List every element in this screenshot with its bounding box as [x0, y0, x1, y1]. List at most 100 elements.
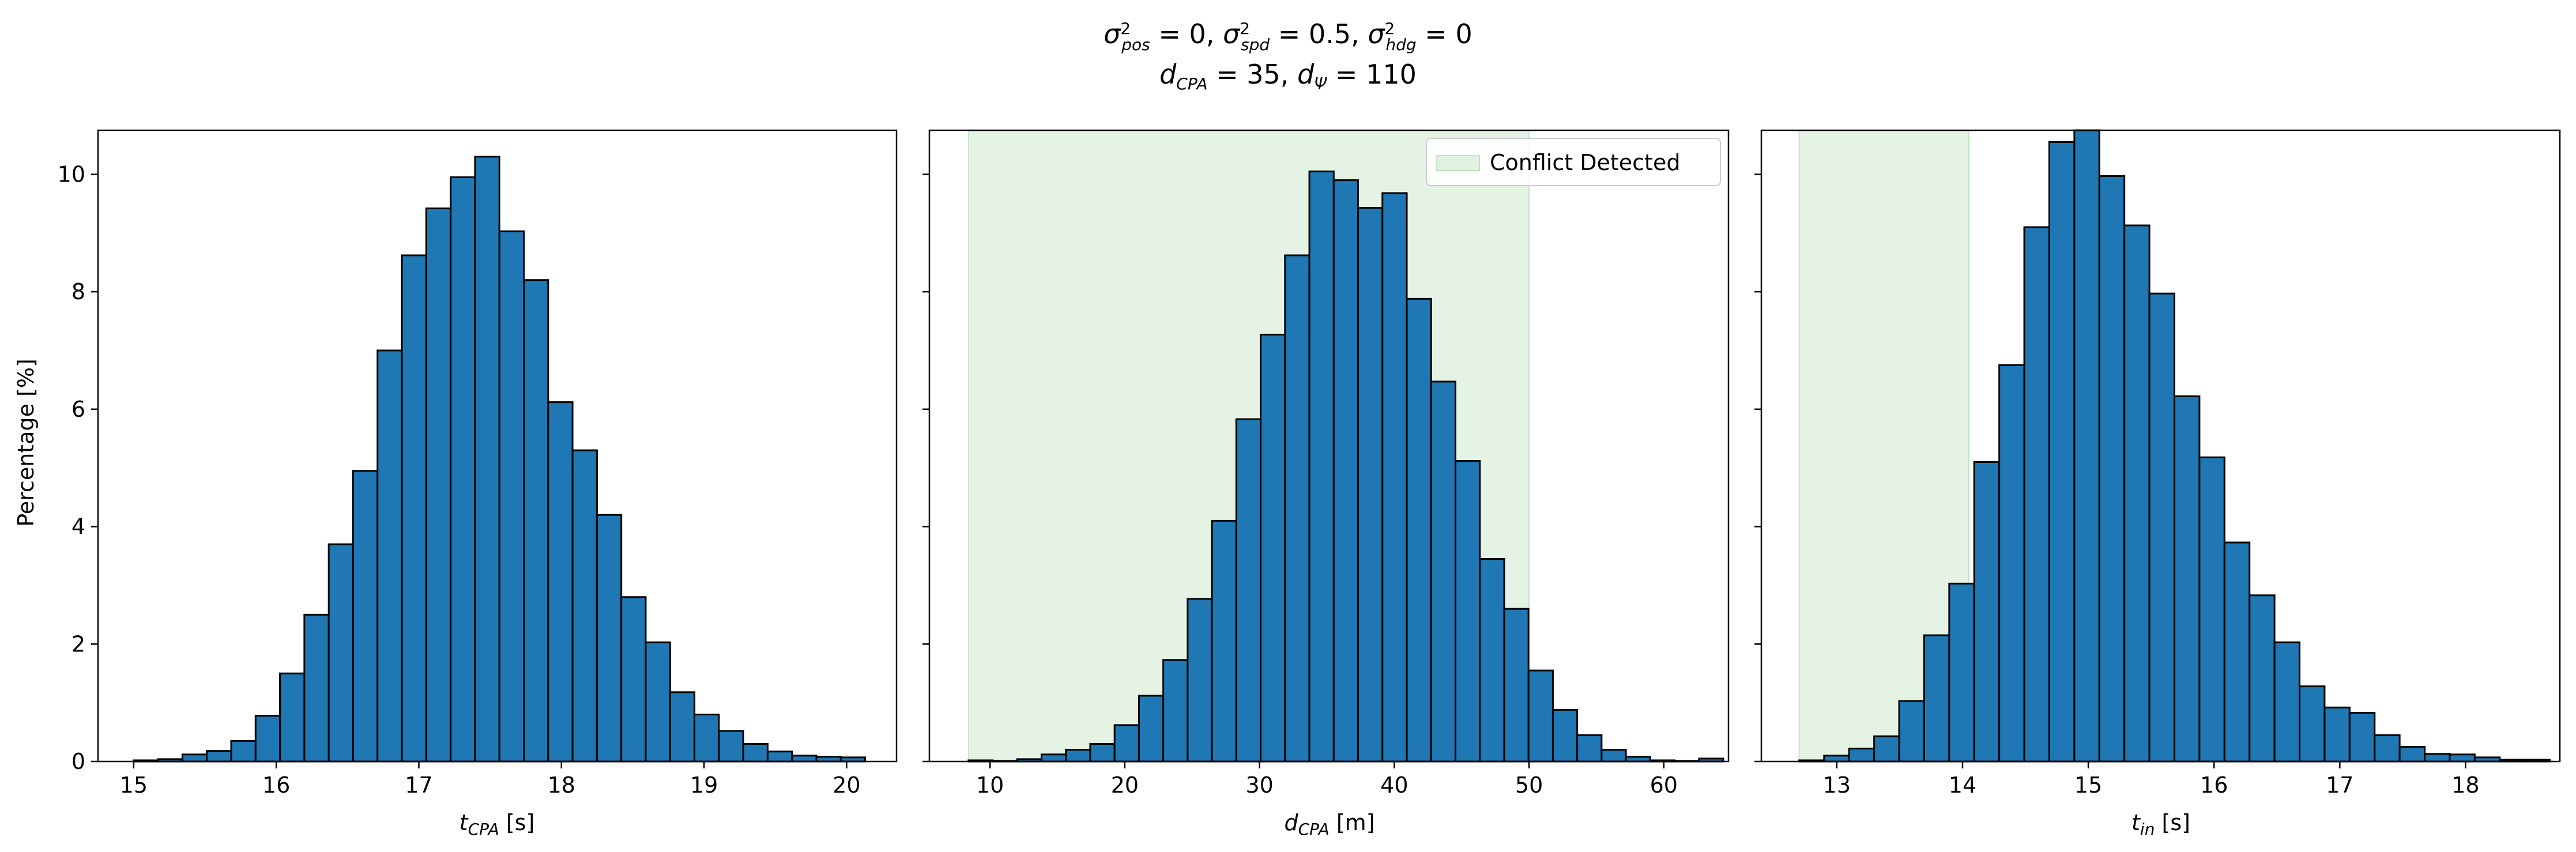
histogram-bar	[1430, 380, 1456, 763]
histogram-bar	[425, 207, 452, 763]
histogram-bar	[1898, 700, 1925, 763]
histogram-bar	[2299, 685, 2326, 763]
histogram-bar	[230, 740, 257, 763]
histogram-bar	[376, 349, 403, 763]
x-tick-label: 10	[976, 772, 1004, 798]
histogram-bar	[2073, 129, 2100, 763]
histogram-bar	[766, 751, 793, 763]
x-tick-label: 19	[690, 772, 718, 798]
legend-label: Conflict Detected	[1490, 150, 1680, 175]
y-tick-label: 10	[58, 161, 85, 187]
histogram-bar	[1308, 170, 1335, 763]
histogram-bar	[791, 755, 818, 763]
histogram-bar	[1848, 748, 1875, 763]
x-tick-label: 15	[2074, 772, 2102, 798]
x-tick-label: 17	[405, 772, 432, 798]
x-tick-label: 18	[2451, 772, 2479, 798]
x-tick-label: 60	[1650, 772, 1678, 798]
histogram-bar	[1113, 724, 1140, 763]
histogram-bar	[1576, 734, 1603, 763]
histogram-bar	[645, 641, 671, 763]
histogram-bar	[1089, 742, 1116, 763]
histogram-bar	[1040, 753, 1067, 763]
figure-title-line2: dCPA = 35, dΨ = 110	[1159, 59, 1417, 93]
x-tick-label: 17	[2326, 772, 2353, 798]
histogram-bar	[1332, 179, 1359, 763]
histogram-bar	[2198, 456, 2225, 763]
x-tick-label: 16	[262, 772, 290, 798]
histogram-bar	[1138, 695, 1165, 763]
histogram-bar	[181, 753, 208, 763]
histogram-bar	[401, 254, 427, 763]
histogram-bar	[718, 730, 744, 763]
histogram-bar	[2148, 292, 2175, 763]
histogram-bar	[1823, 755, 1850, 763]
histogram-bar	[2249, 594, 2276, 763]
histogram-bar	[547, 401, 574, 763]
histogram-bar	[1973, 461, 2001, 763]
figure-title-line1: σ2 pos = 0, σ2 spd = 0.5, σ2 hdg = 0	[1104, 18, 1472, 54]
histogram-bar	[2173, 395, 2201, 763]
legend: Conflict Detected	[1426, 138, 1721, 186]
histogram-bar	[327, 543, 354, 763]
histogram-bar	[1479, 558, 1505, 763]
axes-frame	[1760, 129, 2561, 763]
x-tick-label: 20	[1111, 772, 1139, 798]
histogram-bar	[523, 279, 549, 763]
y-tick-label: 8	[71, 279, 85, 304]
y-tick-label: 0	[71, 749, 85, 774]
histogram-bar	[1162, 659, 1189, 763]
histogram-bar	[1873, 735, 1900, 763]
x-tick-label: 18	[548, 772, 575, 798]
histogram-bar	[206, 750, 232, 763]
histogram-bar	[2398, 746, 2426, 763]
axes-frame	[97, 129, 898, 763]
y-axis-label: Percentage [%]	[13, 359, 39, 527]
histogram-bar	[1948, 582, 1975, 763]
histogram-bar	[1357, 206, 1384, 763]
histogram-bar	[1998, 364, 2025, 763]
histogram-bar	[1503, 608, 1530, 763]
x-tick-label: 40	[1380, 772, 1408, 798]
histogram-bar	[1381, 192, 1408, 763]
histogram-tin: 13 14 15 16 17 18	[1754, 129, 2561, 798]
histogram-bar	[1551, 708, 1579, 763]
legend-box	[1426, 138, 1721, 186]
histogram-bar	[2123, 224, 2151, 763]
histogram-bar	[2223, 541, 2251, 763]
histogram-bar	[2323, 706, 2351, 763]
histogram-bar	[254, 715, 281, 763]
axes-frame	[928, 129, 1730, 763]
histogram-bar	[571, 449, 598, 763]
x-axis-label-tcpa: tCPA [s]	[460, 810, 535, 839]
x-tick-label: 15	[120, 772, 148, 798]
histogram-bar	[2424, 753, 2451, 763]
histogram-bar	[620, 596, 647, 763]
x-tick-label: 50	[1515, 772, 1543, 798]
y-tick-label: 6	[71, 397, 85, 422]
histogram-bar	[694, 714, 720, 763]
histogram-tcpa: 15 16 17 18 19 20 0 2 4 6 8 10	[58, 129, 898, 798]
histogram-bar	[669, 691, 696, 763]
legend-swatch	[1436, 155, 1480, 171]
histogram-bar	[742, 742, 769, 763]
x-tick-label: 20	[833, 772, 860, 798]
histogram-bar	[352, 470, 379, 763]
histogram-bar	[1600, 749, 1627, 763]
histogram-bar	[1454, 459, 1481, 763]
histogram-bar	[303, 613, 330, 763]
histogram-bar	[2023, 226, 2050, 763]
histogram-bar	[498, 230, 525, 763]
histogram-bar	[2449, 753, 2476, 763]
x-axis-label-dcpa: dCPA [m]	[1284, 810, 1374, 839]
histogram-bar	[1211, 519, 1237, 763]
x-tick-label: 30	[1245, 772, 1273, 798]
histogram-bar	[2273, 641, 2301, 763]
histogram-bar	[2348, 711, 2376, 763]
x-axis-label-tin: tin [s]	[2131, 810, 2190, 839]
histogram-bar	[1527, 669, 1554, 763]
histogram-bar	[1065, 749, 1091, 763]
histogram-dcpa: 10 20 30 40 50 60 Conflict Detected	[922, 129, 1730, 798]
histogram-bar	[1187, 598, 1213, 763]
